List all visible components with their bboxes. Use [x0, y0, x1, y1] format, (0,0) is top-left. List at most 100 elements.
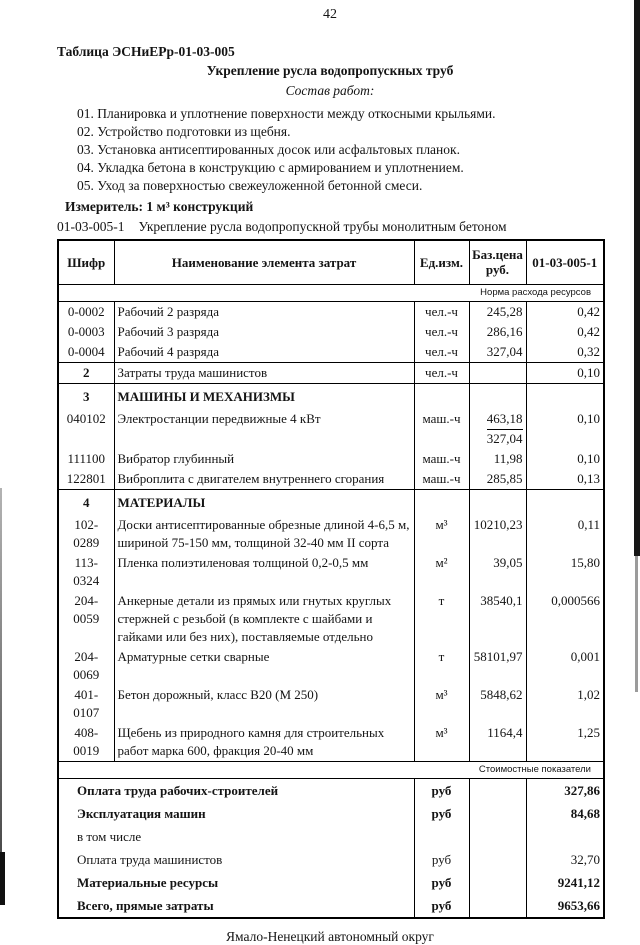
cost-row-value: 327,86 [525, 778, 605, 802]
cell-unit: маш.-ч [413, 408, 470, 449]
norm-label-row: Норма расхода ресурсов [58, 284, 604, 302]
col-header-unit: Ед.изм. [413, 239, 470, 285]
cell-name: Затраты труда машинистов [113, 362, 415, 384]
price-fraction: 463,18 327,04 [473, 410, 523, 448]
cell-unit: м² [413, 552, 470, 591]
cell-base-price: 11,98 [468, 448, 527, 469]
cell-norm-value: 0,42 [525, 321, 605, 342]
cost-row-label: Оплата труда машинистов [57, 847, 415, 871]
cell-unit: м³ [413, 722, 470, 762]
table-header-row: Шифр Наименование элемента затрат Ед.изм… [57, 239, 605, 285]
resource-row: 0-0002 Рабочий 2 разряда чел.-ч 245,28 0… [57, 301, 605, 322]
resource-row: 2 Затраты труда машинистов чел.-ч 0,10 [57, 362, 605, 384]
cost-row: в том числе [57, 824, 605, 848]
section-row: 4 МАТЕРИАЛЫ [57, 489, 605, 515]
resource-row: 401-0107 Бетон дорожный, класс В20 (М 25… [57, 684, 605, 723]
cost-row-label: в том числе [57, 824, 415, 848]
cell-name: Доски антисептированные обрезные длиной … [113, 514, 415, 553]
scan-edge-artifact-left-gray [0, 488, 2, 854]
cell-norm-value [525, 383, 605, 409]
cell-base-price: 285,85 [468, 468, 527, 490]
cell-unit: м³ [413, 514, 470, 553]
cell-unit: м³ [413, 684, 470, 723]
page-title: Укрепление русла водопропускных труб [206, 63, 454, 78]
resource-row: 122801 Виброплита с двигателем внутренне… [57, 468, 605, 490]
col-header-name: Наименование элемента затрат [113, 239, 415, 285]
col-header-norm-code: 01-03-005-1 [525, 239, 605, 285]
work-item: 05. Уход за поверхностью свежеуложенной … [77, 178, 423, 193]
cell-norm-value: 1,02 [525, 684, 605, 723]
scan-edge-artifact-left-dark [0, 852, 5, 905]
cell-code: 0-0002 [57, 301, 115, 322]
cell-norm-value: 0,10 [525, 362, 605, 384]
works-list: 01. Планировка и уплотнение поверхности … [57, 105, 603, 195]
cell-name: Виброплита с двигателем внутреннего сгор… [113, 468, 415, 490]
cost-label: Стоимостные показатели [58, 761, 604, 779]
cell-base-price [468, 824, 527, 848]
resource-row: 102-0289 Доски антисептированные обрезны… [57, 514, 605, 553]
cost-row: Оплата труда машинистов руб 32,70 [57, 847, 605, 871]
cell-unit: руб [413, 870, 470, 894]
cost-row: Материальные ресурсы руб 9241,12 [57, 870, 605, 894]
work-item: 02. Устройство подготовки из щебня. [77, 124, 291, 139]
cell-name: Вибратор глубинный [113, 448, 415, 469]
cell-section-title: МАШИНЫ И МЕХАНИЗМЫ [113, 383, 415, 409]
cell-name: Анкерные детали из прямых или гнутых кру… [113, 590, 415, 647]
cost-row-label: Всего, прямые затраты [57, 893, 415, 918]
resource-row: 204-0069 Арматурные сетки сварные т 5810… [57, 646, 605, 685]
cell-code: 3 [57, 383, 115, 409]
cell-unit: чел.-ч [413, 321, 470, 342]
cell-name: Рабочий 3 разряда [113, 321, 415, 342]
cost-label-row: Стоимостные показатели [58, 761, 604, 779]
cost-row: Эксплуатация машин руб 84,68 [57, 801, 605, 825]
work-item: 03. Установка антисептированных досок ил… [77, 142, 460, 157]
table-code-label: Таблица ЭСНиЕРр-01-03-005 [57, 44, 235, 59]
scan-edge-artifact-right-dark [634, 0, 640, 556]
resource-norm-table: Шифр Наименование элемента затрат Ед.изм… [57, 239, 605, 919]
resource-row: 204-0059 Анкерные детали из прямых или г… [57, 590, 605, 647]
price-fraction-numerator: 463,18 [486, 410, 523, 430]
resource-row: 111100 Вибратор глубинный маш.-ч 11,98 0… [57, 448, 605, 469]
cost-row-label: Оплата труда рабочих-строителей [57, 778, 415, 802]
cell-base-price: 39,05 [468, 552, 527, 591]
cell-code: 204-0069 [57, 646, 115, 685]
cell-unit: руб [413, 778, 470, 802]
resource-row: 0-0004 Рабочий 4 разряда чел.-ч 327,04 0… [57, 341, 605, 363]
cost-row-label: Эксплуатация машин [57, 801, 415, 825]
section-row: 3 МАШИНЫ И МЕХАНИЗМЫ [57, 383, 605, 409]
cell-code: 4 [57, 489, 115, 515]
region-footer: Ямало-Ненецкий автономный округ [226, 928, 434, 944]
cell-norm-value: 15,80 [525, 552, 605, 591]
cell-unit: руб [413, 847, 470, 871]
entry-code: 01-03-005-1 [57, 219, 125, 234]
cell-name: Щебень из природного камня для строитель… [113, 722, 415, 762]
cell-code: 2 [57, 362, 115, 384]
cell-norm-value: 0,11 [525, 514, 605, 553]
cell-norm-value [525, 489, 605, 515]
resource-row: 040102 Электростанции передвижные 4 кВт … [57, 408, 605, 449]
cell-norm-value: 1,25 [525, 722, 605, 762]
cell-base-price [468, 362, 527, 384]
cost-row-value: 84,68 [525, 801, 605, 825]
cell-base-price [468, 801, 527, 825]
cost-row-value: 9653,66 [525, 893, 605, 918]
entry-line: 01-03-005-1 Укрепление русла водопропускн… [57, 219, 603, 235]
cell-norm-value: 0,10 [525, 408, 605, 449]
cell-unit: т [413, 590, 470, 647]
cell-norm-value: 0,13 [525, 468, 605, 490]
cell-base-price [468, 893, 527, 918]
cell-base-price: 1164,4 [468, 722, 527, 762]
cell-name: Электростанции передвижные 4 кВт [113, 408, 415, 449]
cell-base-price: 245,28 [468, 301, 527, 322]
cell-code: 204-0059 [57, 590, 115, 647]
page-content: 4 2 Таблица ЭСНиЕРр-01-03-005 Укрепление … [57, 0, 605, 945]
cell-unit: чел.-ч [413, 362, 470, 384]
cell-name: Пленка полиэтиленовая толщиной 0,2-0,5 м… [113, 552, 415, 591]
works-heading: Состав работ: [285, 83, 375, 98]
cell-code: 113-0324 [57, 552, 115, 591]
cell-norm-value: 0,32 [525, 341, 605, 363]
cost-row: Оплата труда рабочих-строителей руб 327,… [57, 778, 605, 802]
norm-label: Норма расхода ресурсов [58, 284, 604, 302]
cell-base-price: 327,04 [468, 341, 527, 363]
